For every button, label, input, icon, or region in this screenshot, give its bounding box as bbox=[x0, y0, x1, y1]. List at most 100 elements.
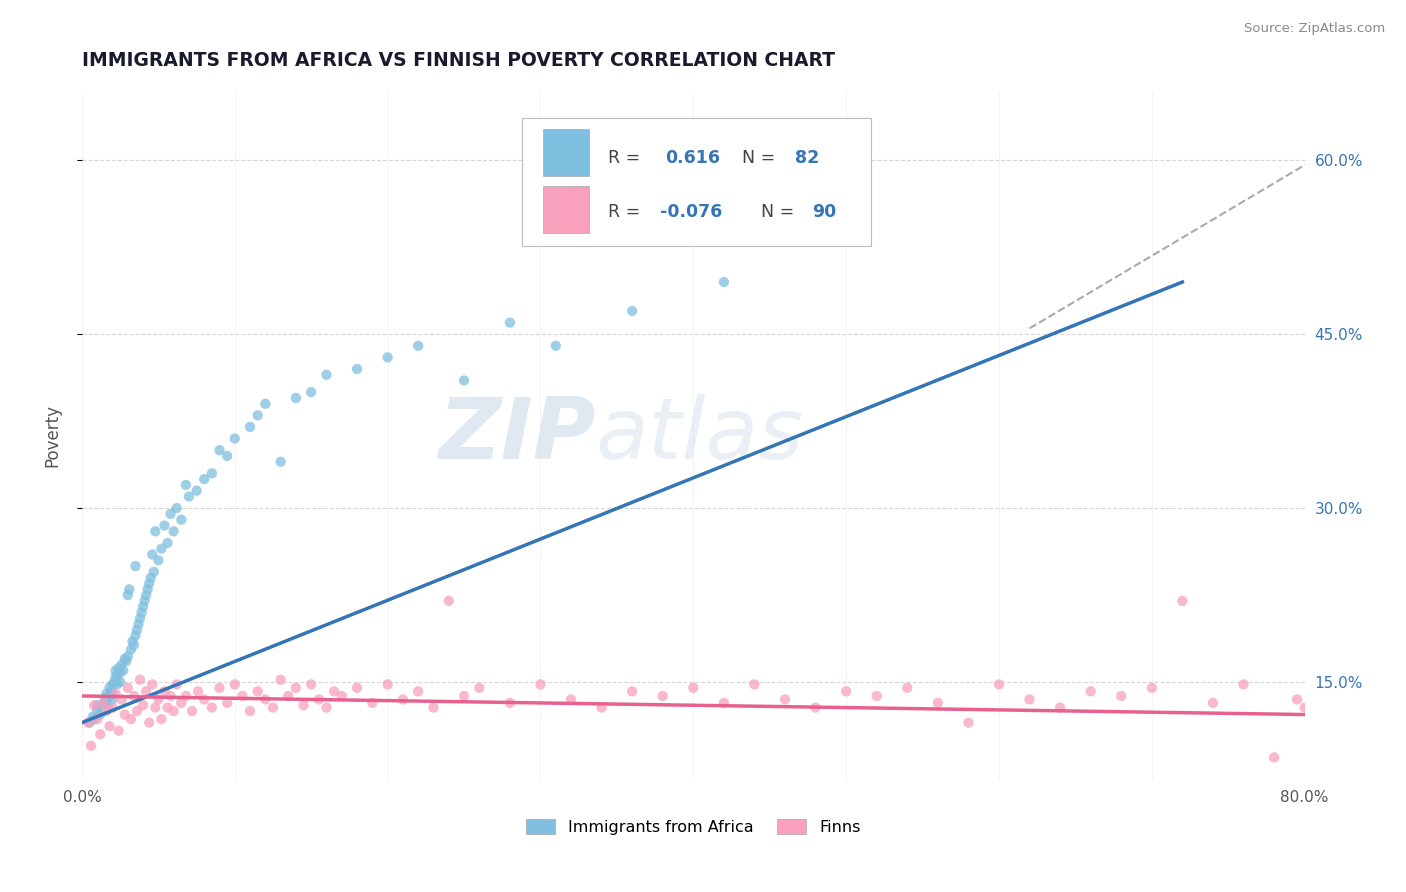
Point bbox=[114, 707, 136, 722]
Point bbox=[174, 689, 197, 703]
Point bbox=[217, 696, 239, 710]
Point bbox=[111, 692, 134, 706]
Point bbox=[208, 681, 231, 695]
Point bbox=[117, 681, 139, 695]
Point bbox=[125, 704, 148, 718]
Point bbox=[187, 684, 209, 698]
Point bbox=[134, 594, 156, 608]
Point bbox=[122, 689, 145, 703]
Point bbox=[122, 638, 145, 652]
Point bbox=[927, 696, 949, 710]
Point bbox=[1109, 689, 1132, 703]
Point bbox=[406, 339, 429, 353]
Point bbox=[101, 687, 124, 701]
Point bbox=[163, 704, 186, 718]
Point bbox=[83, 712, 105, 726]
Point bbox=[170, 696, 193, 710]
Point bbox=[896, 681, 918, 695]
Point bbox=[308, 692, 330, 706]
Point bbox=[135, 588, 157, 602]
Point bbox=[246, 684, 269, 698]
Point bbox=[346, 681, 368, 695]
Point bbox=[174, 478, 197, 492]
Point bbox=[277, 689, 299, 703]
Point bbox=[299, 385, 322, 400]
Point bbox=[499, 316, 522, 330]
Point bbox=[231, 689, 253, 703]
Text: atlas: atlas bbox=[596, 394, 803, 477]
Point bbox=[166, 501, 188, 516]
Point bbox=[105, 669, 128, 683]
Point bbox=[128, 617, 150, 632]
Point bbox=[107, 661, 129, 675]
Point bbox=[108, 675, 131, 690]
Point bbox=[101, 700, 124, 714]
Point bbox=[139, 571, 162, 585]
Text: -0.076: -0.076 bbox=[661, 203, 723, 221]
Point bbox=[97, 698, 120, 713]
Point bbox=[262, 700, 284, 714]
Point bbox=[560, 692, 582, 706]
Point bbox=[107, 723, 129, 738]
Point bbox=[98, 719, 121, 733]
Point bbox=[323, 684, 346, 698]
Point bbox=[499, 696, 522, 710]
Point bbox=[621, 304, 644, 318]
Point bbox=[143, 524, 166, 539]
Point bbox=[201, 467, 224, 481]
Point bbox=[111, 657, 134, 672]
Text: 82: 82 bbox=[794, 149, 820, 167]
Point bbox=[80, 739, 103, 753]
Point bbox=[156, 536, 179, 550]
Point bbox=[129, 611, 152, 625]
Point bbox=[254, 397, 277, 411]
Point bbox=[114, 652, 136, 666]
Point bbox=[153, 518, 176, 533]
Point bbox=[166, 677, 188, 691]
Point bbox=[163, 524, 186, 539]
Point bbox=[89, 707, 111, 722]
Legend: Immigrants from Africa, Finns: Immigrants from Africa, Finns bbox=[520, 813, 866, 842]
Point bbox=[377, 351, 399, 365]
Point bbox=[138, 576, 160, 591]
Bar bbox=[543, 186, 589, 233]
Point bbox=[453, 689, 475, 703]
Point bbox=[112, 664, 135, 678]
Point bbox=[392, 692, 415, 706]
Point bbox=[1080, 684, 1102, 698]
Point bbox=[105, 677, 128, 691]
Point bbox=[117, 588, 139, 602]
Point bbox=[86, 712, 108, 726]
Point bbox=[124, 559, 146, 574]
Point bbox=[270, 455, 292, 469]
Point bbox=[79, 715, 101, 730]
Point bbox=[804, 700, 827, 714]
Point bbox=[159, 507, 181, 521]
Point bbox=[125, 623, 148, 637]
FancyBboxPatch shape bbox=[522, 119, 870, 246]
Text: N =: N = bbox=[742, 149, 780, 167]
Point bbox=[124, 629, 146, 643]
Point bbox=[529, 677, 551, 691]
Point bbox=[98, 689, 121, 703]
Point bbox=[120, 712, 142, 726]
Point bbox=[292, 698, 315, 713]
Point bbox=[239, 420, 262, 434]
Point bbox=[330, 689, 353, 703]
Point bbox=[100, 684, 122, 698]
Point bbox=[101, 677, 124, 691]
Y-axis label: Poverty: Poverty bbox=[44, 404, 60, 467]
Point bbox=[94, 696, 117, 710]
Point bbox=[1294, 700, 1316, 714]
Point bbox=[406, 684, 429, 698]
Point bbox=[835, 684, 858, 698]
Point bbox=[83, 698, 105, 713]
Point bbox=[90, 700, 112, 714]
Point bbox=[170, 513, 193, 527]
Text: 0.616: 0.616 bbox=[665, 149, 720, 167]
Point bbox=[468, 681, 491, 695]
Point bbox=[361, 696, 384, 710]
Point bbox=[377, 677, 399, 691]
Point bbox=[208, 443, 231, 458]
Point bbox=[1049, 700, 1071, 714]
